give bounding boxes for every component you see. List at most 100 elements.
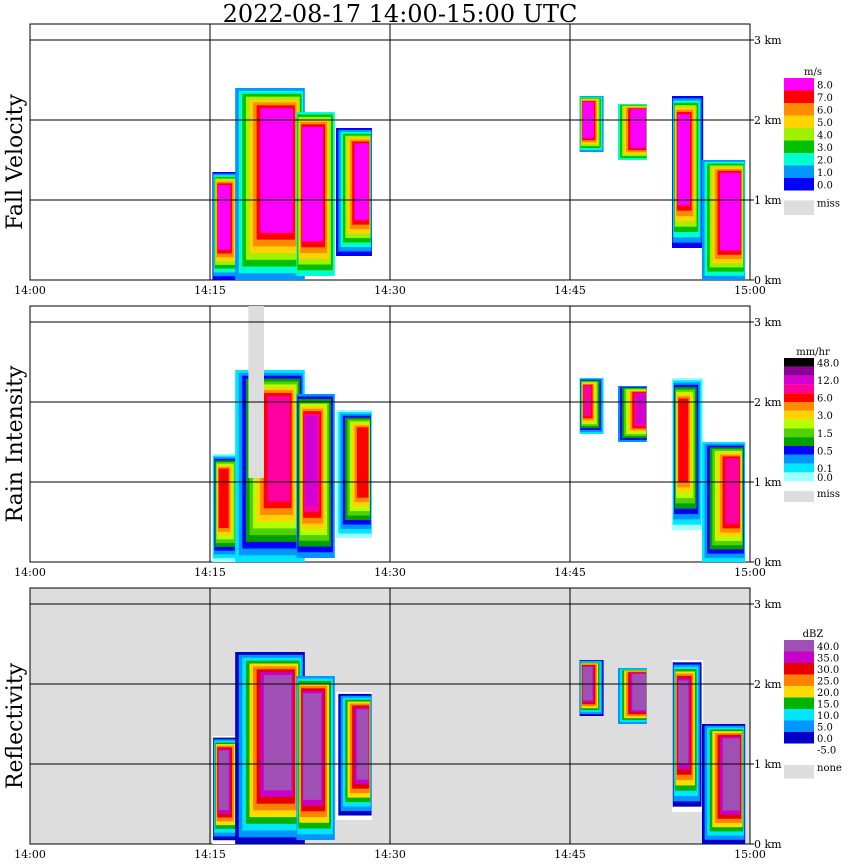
colorbar-swatch xyxy=(784,402,814,411)
x-tick-label: 14:15 xyxy=(194,848,226,861)
colorbar-label: 5.0 xyxy=(817,118,833,129)
y-axis-label: Rain Intensity xyxy=(3,365,28,522)
colorbar-label: 0.0 xyxy=(817,473,833,484)
data-cell xyxy=(218,468,229,528)
colorbar-label: 8.0 xyxy=(817,80,833,91)
colorbar-swatch xyxy=(784,115,814,128)
data-cell xyxy=(636,675,646,707)
data-layer xyxy=(212,88,746,280)
colorbar-label: 5.0 xyxy=(817,722,833,733)
data-cell xyxy=(583,103,592,135)
data-cell xyxy=(267,677,290,784)
colorbar-label: 0.1 xyxy=(817,464,833,475)
colorbar-label: 20.0 xyxy=(817,688,839,699)
colorbar-label: 1.5 xyxy=(817,429,833,440)
colorbar-label: 1.0 xyxy=(817,168,833,179)
x-tick-label: 14:15 xyxy=(194,284,226,297)
data-cell xyxy=(267,113,290,220)
colorbar-swatch xyxy=(784,419,814,429)
colorbar-missing-label: miss xyxy=(817,489,840,500)
data-cell xyxy=(305,698,318,789)
colorbar-swatch xyxy=(784,428,814,438)
colorbar-missing-swatch xyxy=(784,200,814,215)
data-cell xyxy=(305,134,318,225)
colorbar-swatch xyxy=(784,697,814,709)
colorbar-missing-swatch xyxy=(784,765,814,779)
y-tick-label: 2 km xyxy=(754,396,782,409)
colorbar-label: 3.0 xyxy=(817,143,833,154)
y-tick-label: 1 km xyxy=(754,476,782,489)
colorbar-label: -5.0 xyxy=(817,745,836,756)
colorbar-swatch xyxy=(784,686,814,698)
x-tick-label: 14:15 xyxy=(194,566,226,579)
y-tick-label: 0 km xyxy=(754,274,782,287)
colorbar-swatch xyxy=(784,140,814,153)
colorbar-swatch xyxy=(784,640,814,652)
x-tick-label: 15:00 xyxy=(734,566,766,579)
data-cell xyxy=(356,427,369,498)
data-cell xyxy=(356,145,369,216)
y-tick-label: 2 km xyxy=(754,114,782,127)
chart-title: 2022-08-17 14:00-15:00 UTC xyxy=(222,0,578,28)
colorbar-swatch xyxy=(784,165,814,178)
y-tick-label: 0 km xyxy=(754,556,782,569)
colorbar-label: 7.0 xyxy=(817,93,833,104)
data-cell xyxy=(267,395,290,502)
panel-3: 14:00 14:15 14:30 14:45 15:000 km 1 km 2 km 3 k… xyxy=(3,587,842,861)
data-cell xyxy=(725,458,740,525)
colorbar-swatch xyxy=(784,463,814,473)
colorbar-swatch xyxy=(784,446,814,455)
colorbar-label: 10.0 xyxy=(817,711,839,722)
colorbar-swatch xyxy=(784,674,814,686)
colorbar-swatch xyxy=(784,103,814,116)
data-cell xyxy=(356,709,369,780)
data-cell xyxy=(583,667,592,699)
colorbar-swatch xyxy=(784,78,814,91)
colorbar-label: 0.0 xyxy=(817,734,833,745)
colorbar-label: 30.0 xyxy=(817,665,839,676)
colorbar-swatch xyxy=(784,720,814,732)
colorbar-title: dBZ xyxy=(803,629,824,640)
x-tick-label: 14:00 xyxy=(14,848,46,861)
colorbar-label: 48.0 xyxy=(817,358,839,369)
colorbar-swatch xyxy=(784,709,814,721)
colorbar-label: 12.0 xyxy=(817,376,839,387)
colorbar-swatch xyxy=(784,454,814,464)
y-tick-label: 3 km xyxy=(754,34,782,47)
data-cell xyxy=(636,393,646,425)
colorbar-swatch xyxy=(784,128,814,141)
y-tick-label: 3 km xyxy=(754,598,782,611)
colorbar-swatch xyxy=(784,384,814,394)
x-tick-label: 14:45 xyxy=(554,284,586,297)
data-cell xyxy=(218,750,229,810)
colorbar-missing-swatch xyxy=(784,491,814,502)
colorbar-label: 2.0 xyxy=(817,155,833,166)
y-axis-label: Fall Velocity xyxy=(3,94,28,230)
colorbar-swatch xyxy=(784,410,814,420)
colorbar-title: mm/hr xyxy=(796,347,830,358)
colorbar-swatch xyxy=(784,90,814,103)
colorbar-label: 0.0 xyxy=(817,180,833,191)
colorbar-label: 25.0 xyxy=(817,676,839,687)
data-layer xyxy=(212,652,746,844)
data-cell xyxy=(725,740,740,807)
data-cell xyxy=(678,116,689,201)
colorbar-label: 6.0 xyxy=(817,394,833,405)
colorbar-swatch xyxy=(784,472,814,482)
panel-1: 14:00 14:15 14:30 14:45 15:000 km 1 km 2 km 3 k… xyxy=(3,23,840,297)
colorbar-missing-label: none xyxy=(817,763,842,774)
colorbar-label: 40.0 xyxy=(817,642,839,653)
y-tick-label: 1 km xyxy=(754,758,782,771)
x-tick-label: 14:00 xyxy=(14,566,46,579)
colorbar-swatch xyxy=(784,366,814,376)
panel-2: 14:00 14:15 14:30 14:45 15:000 km 1 km 2 km 3 k… xyxy=(3,305,840,579)
colorbar-label: 4.0 xyxy=(817,130,833,141)
colorbar-missing-label: miss xyxy=(817,199,840,210)
colorbar-swatch xyxy=(784,663,814,675)
x-tick-label: 14:45 xyxy=(554,848,586,861)
colorbar-swatch xyxy=(784,153,814,166)
x-tick-label: 15:00 xyxy=(734,848,766,861)
colorbar-swatch xyxy=(784,358,814,367)
x-tick-label: 14:30 xyxy=(374,848,406,861)
y-tick-label: 2 km xyxy=(754,678,782,691)
